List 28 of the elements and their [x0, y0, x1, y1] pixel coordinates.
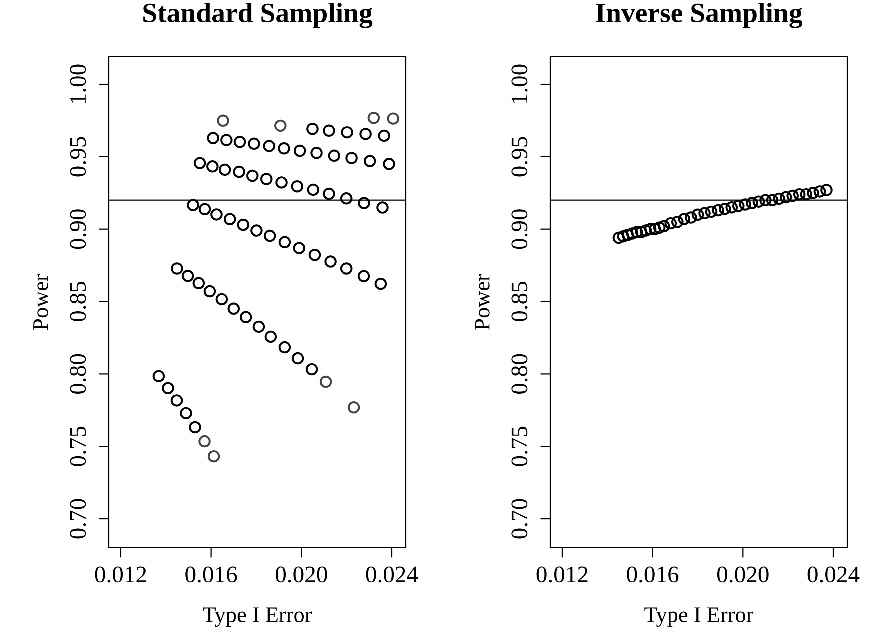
x-tick-label: 0.020 — [717, 566, 769, 583]
x-tick-label: 0.016 — [627, 566, 679, 583]
y-tick-label: 1.00 — [70, 64, 86, 104]
y-tick-label: 0.75 — [512, 426, 528, 466]
y-tick-label: 0.75 — [70, 426, 86, 466]
x-tick-label: 0.016 — [186, 566, 238, 583]
y-tick-label: 0.95 — [70, 137, 86, 177]
y-tick-label: 0.85 — [512, 282, 528, 322]
x-tick-label: 0.024 — [808, 566, 860, 583]
y-tick-label: 0.90 — [512, 210, 528, 250]
chart-title: Inverse Sampling — [596, 3, 803, 28]
x-tick-label: 0.012 — [536, 566, 588, 583]
y-tick-label: 0.70 — [512, 499, 528, 539]
y-tick-label: 0.80 — [70, 354, 86, 394]
chart-title: Standard Sampling — [144, 3, 373, 28]
x-axis-title: Type I Error — [644, 608, 754, 628]
x-tick-label: 0.020 — [276, 566, 328, 583]
x-tick-label: 0.024 — [366, 566, 418, 583]
y-tick-label: 0.80 — [512, 354, 528, 394]
x-tick-label: 0.012 — [95, 566, 146, 583]
x-axis-title: Type I Error — [203, 608, 312, 628]
y-tick-label: 0.95 — [512, 137, 528, 177]
y-axis-title: Power — [34, 274, 48, 330]
y-axis-title: Power — [475, 274, 490, 330]
y-tick-label: 0.85 — [70, 282, 86, 322]
y-tick-label: 1.00 — [512, 64, 528, 104]
y-tick-label: 0.90 — [70, 210, 86, 250]
y-tick-label: 0.70 — [70, 499, 86, 539]
